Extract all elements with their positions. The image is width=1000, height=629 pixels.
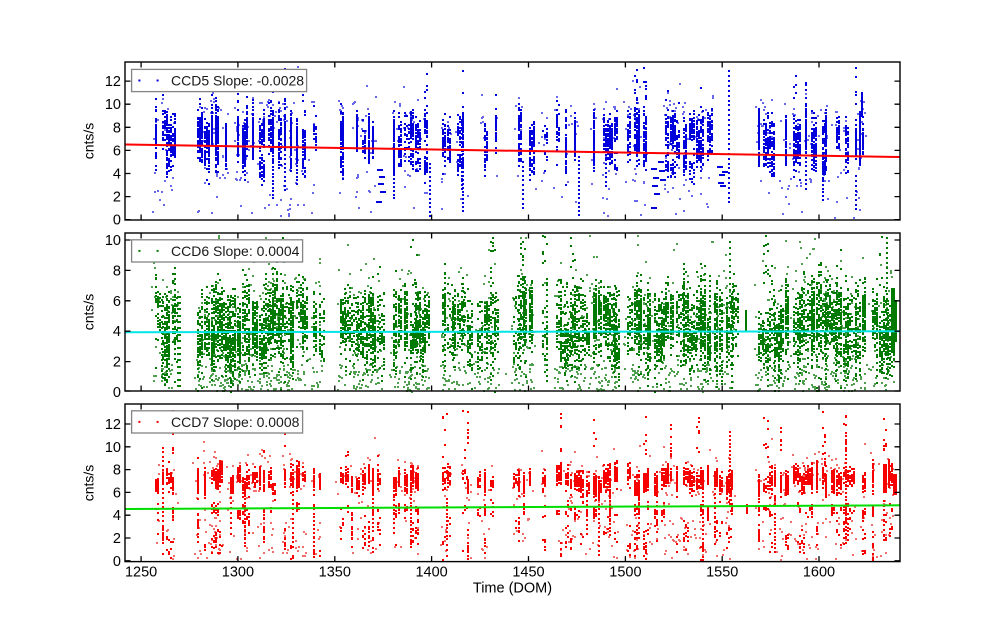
svg-text:12: 12 <box>105 74 121 90</box>
svg-text:2: 2 <box>113 190 121 206</box>
svg-text:CCD5 Slope: -0.0028: CCD5 Slope: -0.0028 <box>171 73 304 89</box>
svg-text:4: 4 <box>113 324 121 340</box>
svg-text:1350: 1350 <box>319 565 351 581</box>
svg-text:8: 8 <box>113 120 121 136</box>
svg-text:2: 2 <box>113 531 121 547</box>
svg-text:1500: 1500 <box>609 565 641 581</box>
svg-text:1550: 1550 <box>706 565 738 581</box>
svg-text:1600: 1600 <box>803 565 835 581</box>
svg-text:1400: 1400 <box>415 565 447 581</box>
svg-text:12: 12 <box>105 417 121 433</box>
svg-text:CCD6 Slope: 0.0004: CCD6 Slope: 0.0004 <box>171 243 300 259</box>
svg-text:CCD7 Slope: 0.0008: CCD7 Slope: 0.0008 <box>171 414 300 430</box>
svg-text:0: 0 <box>113 385 121 401</box>
svg-text:4: 4 <box>113 508 121 524</box>
svg-text:2: 2 <box>113 355 121 371</box>
svg-text:10: 10 <box>105 440 121 456</box>
svg-text:1250: 1250 <box>125 565 157 581</box>
svg-text:1300: 1300 <box>222 565 254 581</box>
svg-text:10: 10 <box>105 233 121 249</box>
svg-text:cnts/s: cnts/s <box>81 294 97 331</box>
svg-text:4: 4 <box>113 167 121 183</box>
svg-text:Time (DOM): Time (DOM) <box>473 581 552 597</box>
svg-text:0: 0 <box>113 554 121 570</box>
svg-text:cnts/s: cnts/s <box>81 123 97 160</box>
svg-text:6: 6 <box>113 294 121 310</box>
svg-text:8: 8 <box>113 463 121 479</box>
svg-text:cnts/s: cnts/s <box>81 465 97 502</box>
svg-text:1450: 1450 <box>512 565 544 581</box>
svg-text:8: 8 <box>113 263 121 279</box>
svg-text:6: 6 <box>113 485 121 501</box>
svg-text:6: 6 <box>113 143 121 159</box>
svg-text:10: 10 <box>105 97 121 113</box>
svg-text:0: 0 <box>113 213 121 229</box>
